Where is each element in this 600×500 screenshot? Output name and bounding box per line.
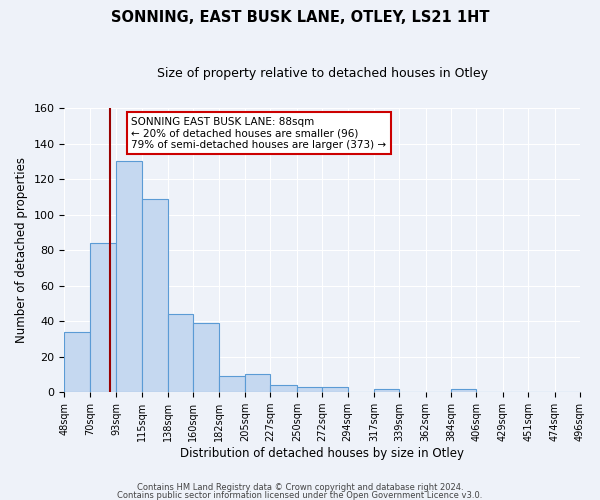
Bar — [322, 387, 347, 392]
Bar — [245, 374, 271, 392]
Bar — [297, 387, 322, 392]
Title: Size of property relative to detached houses in Otley: Size of property relative to detached ho… — [157, 68, 488, 80]
Bar — [374, 388, 400, 392]
Text: SONNING EAST BUSK LANE: 88sqm
← 20% of detached houses are smaller (96)
79% of s: SONNING EAST BUSK LANE: 88sqm ← 20% of d… — [131, 116, 386, 150]
Bar — [64, 332, 90, 392]
Text: SONNING, EAST BUSK LANE, OTLEY, LS21 1HT: SONNING, EAST BUSK LANE, OTLEY, LS21 1HT — [111, 10, 489, 25]
Bar — [90, 243, 116, 392]
Bar — [218, 376, 245, 392]
Text: Contains HM Land Registry data © Crown copyright and database right 2024.: Contains HM Land Registry data © Crown c… — [137, 484, 463, 492]
Y-axis label: Number of detached properties: Number of detached properties — [15, 157, 28, 343]
Text: Contains public sector information licensed under the Open Government Licence v3: Contains public sector information licen… — [118, 490, 482, 500]
X-axis label: Distribution of detached houses by size in Otley: Distribution of detached houses by size … — [180, 447, 464, 460]
Bar — [451, 388, 476, 392]
Bar — [271, 385, 297, 392]
Bar — [168, 314, 193, 392]
Bar — [193, 323, 218, 392]
Bar — [116, 162, 142, 392]
Bar — [142, 198, 168, 392]
